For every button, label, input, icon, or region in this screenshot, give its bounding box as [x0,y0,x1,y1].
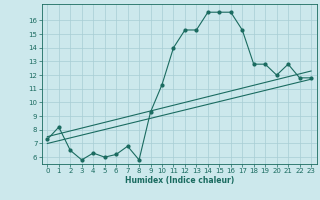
X-axis label: Humidex (Indice chaleur): Humidex (Indice chaleur) [124,176,234,185]
